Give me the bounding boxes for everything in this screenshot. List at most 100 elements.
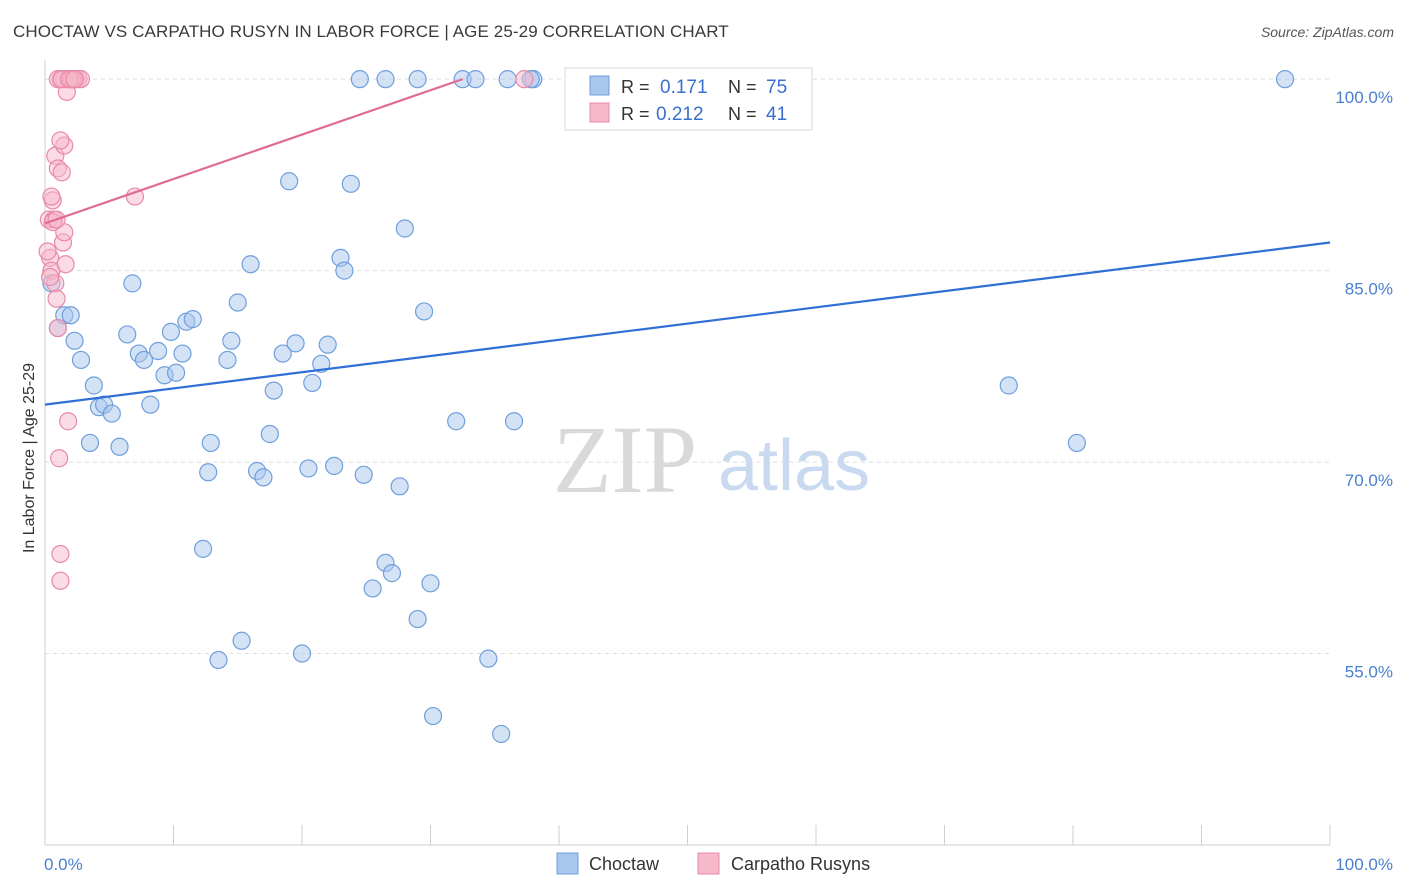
trend-lines (44, 78, 1331, 406)
y-tick-label-1: 85.0% (1345, 280, 1393, 299)
choctaw-point-62 (504, 412, 524, 431)
choctaw-point-29 (222, 331, 241, 350)
choctaw-point-7 (84, 376, 103, 395)
choctaw-point-26 (201, 433, 220, 453)
choctaw-point-25 (199, 463, 218, 482)
choctaw-point-71 (999, 376, 1018, 395)
carpatho-point-33 (51, 131, 70, 150)
choctaw-point-58 (423, 706, 443, 726)
choctaw-trend-line (44, 241, 1331, 406)
choctaw-point-11 (110, 437, 129, 456)
choctaw-point-5 (71, 350, 91, 370)
x-tick-label-left: 0.0% (44, 855, 83, 874)
choctaw-point-3 (61, 306, 80, 325)
series-1-points (38, 70, 534, 590)
watermark-atlas: atlas (718, 426, 870, 506)
carpatho-point-35 (515, 70, 534, 89)
choctaw-point-30 (228, 293, 247, 312)
carpatho-point-10 (50, 449, 69, 468)
y-axis-label: In Labor Force | Age 25-29 (21, 363, 38, 553)
watermark-zip: ZIP (553, 406, 697, 513)
choctaw-point-43 (312, 354, 331, 373)
series-legend-label-carpatho: Carpatho Rusyns (731, 854, 870, 874)
choctaw-point-49 (354, 465, 373, 484)
carpatho-point-31 (42, 187, 61, 206)
choctaw-point-60 (479, 649, 498, 668)
carpatho-point-17 (56, 255, 75, 274)
choctaw-point-53 (390, 477, 409, 496)
y-tick-labels: 100.0% 85.0% 70.0% 55.0% (1335, 88, 1393, 681)
choctaw-point-44 (318, 335, 337, 354)
choctaw-point-50 (363, 579, 382, 598)
stats-legend-n-carpatho: 41 (766, 104, 787, 125)
series-legend-label-choctaw: Choctaw (589, 854, 660, 874)
carpatho-point-11 (51, 544, 70, 564)
choctaw-point-47 (335, 261, 354, 280)
choctaw-point-31 (232, 631, 251, 650)
stats-legend-swatch-choctaw (589, 75, 610, 96)
stats-legend: R = 0.171 N = 75 R = 0.212 N = 41 (564, 67, 813, 131)
carpatho-point-19 (59, 412, 78, 431)
choctaw-point-41 (299, 459, 318, 478)
choctaw-point-45 (325, 456, 344, 476)
choctaw-point-13 (123, 274, 142, 293)
choctaw-point-27 (209, 650, 228, 670)
choctaw-point-52 (382, 564, 402, 583)
data-points (38, 70, 1295, 744)
choctaw-point-17 (148, 341, 168, 361)
stats-legend-n-label-choctaw: N = (728, 77, 757, 97)
y-tick-label-3: 55.0% (1345, 663, 1393, 682)
choctaw-point-59 (447, 412, 466, 431)
y-tick-label-2: 70.0% (1345, 471, 1393, 490)
choctaw-point-36 (264, 381, 283, 400)
choctaw-point-63 (350, 70, 369, 89)
y-tick-label-0: 100.0% (1335, 88, 1393, 107)
choctaw-point-35 (260, 424, 279, 444)
choctaw-point-55 (408, 609, 427, 629)
carpatho-point-40 (65, 70, 84, 89)
chart-title: CHOCTAW VS CARPATHO RUSYN IN LABOR FORCE… (13, 22, 729, 41)
choctaw-point-10 (102, 404, 121, 423)
series-legend: Choctaw Carpatho Rusyns (556, 852, 870, 875)
stats-legend-r-choctaw: 0.171 (660, 77, 708, 98)
carpatho-point-12 (51, 571, 70, 590)
stats-legend-swatch-carpatho (589, 102, 610, 123)
source-credit: Source: ZipAtlas.com (1260, 24, 1394, 40)
stats-legend-r-label-carpatho: R = (621, 104, 650, 124)
choctaw-point-48 (341, 174, 360, 193)
choctaw-point-39 (286, 334, 305, 353)
choctaw-point-12 (118, 325, 137, 344)
carpatho-point-13 (52, 163, 71, 182)
choctaw-point-38 (280, 172, 299, 191)
choctaw-point-34 (254, 468, 273, 487)
choctaw-point-68 (498, 70, 517, 89)
choctaw-point-19 (161, 322, 181, 341)
choctaw-point-23 (183, 310, 202, 329)
carpatho-point-7 (47, 289, 66, 308)
choctaw-point-61 (492, 724, 511, 744)
carpatho-point-8 (48, 318, 67, 338)
choctaw-point-65 (408, 70, 427, 89)
choctaw-point-15 (134, 350, 154, 370)
choctaw-point-72 (1067, 433, 1086, 453)
series-legend-swatch-choctaw (556, 852, 579, 875)
choctaw-point-57 (421, 574, 440, 593)
gridlines (45, 78, 1330, 655)
choctaw-point-54 (395, 219, 414, 238)
stats-legend-n-label-carpatho: N = (728, 104, 757, 124)
choctaw-point-16 (141, 395, 160, 414)
choctaw-point-67 (466, 70, 485, 89)
choctaw-point-32 (241, 255, 260, 274)
choctaw-point-73 (1275, 70, 1295, 89)
stats-legend-r-carpatho: 0.212 (656, 104, 704, 125)
carpatho-point-34 (125, 187, 145, 206)
choctaw-point-37 (273, 344, 292, 363)
carpatho-trend-line (44, 78, 463, 225)
choctaw-point-20 (166, 363, 186, 382)
choctaw-point-40 (292, 644, 312, 663)
carpatho-point-36 (38, 242, 57, 261)
choctaw-point-6 (80, 433, 100, 453)
choctaw-point-64 (376, 70, 395, 89)
watermark: ZIP atlas (553, 406, 870, 513)
